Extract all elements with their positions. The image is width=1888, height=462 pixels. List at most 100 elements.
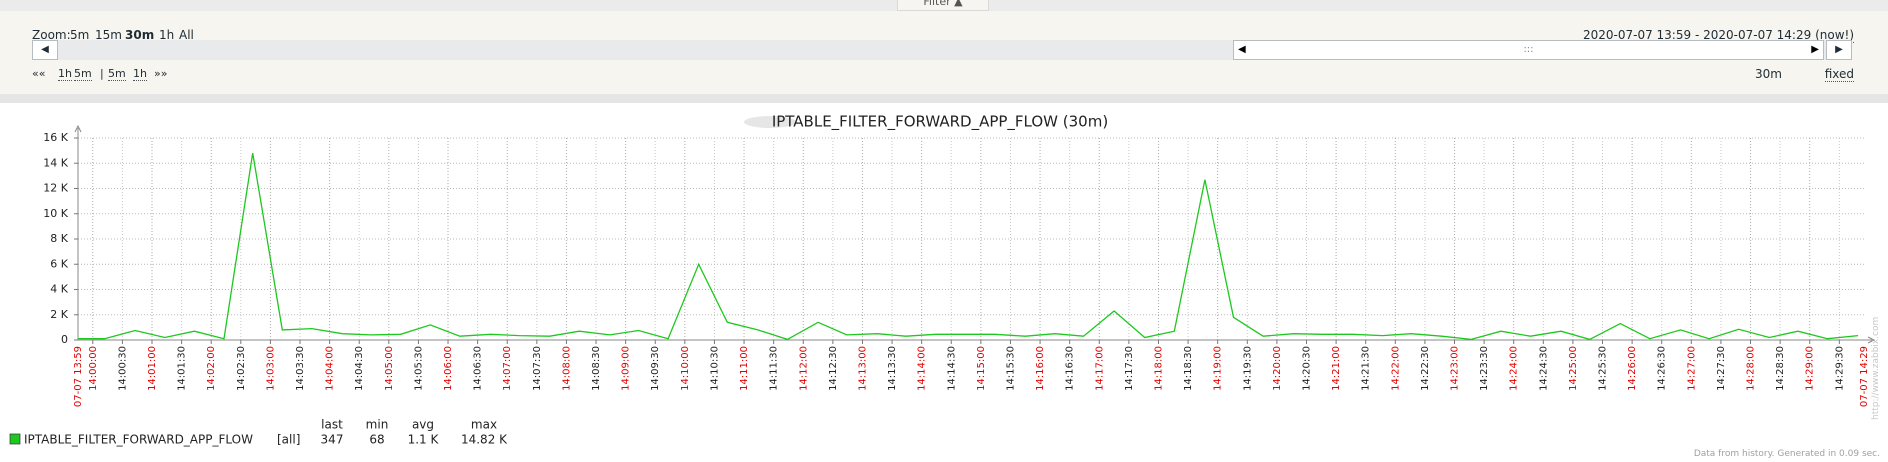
x-tick-label: 14:04:30	[354, 346, 365, 391]
x-tick-label: 14:20:30	[1301, 346, 1312, 391]
x-tick-label: 14:24:30	[1538, 346, 1549, 391]
range-sep: -	[1691, 28, 1704, 42]
range-now[interactable]: (now!)	[1815, 28, 1854, 43]
x-tick-label: 14:21:30	[1361, 346, 1372, 391]
y-tick-label: 12 K	[43, 182, 68, 195]
x-end-label: 07-07 13:59	[73, 346, 84, 407]
y-tick-label: 0	[61, 333, 68, 346]
x-tick-label: 14:25:30	[1598, 346, 1609, 391]
x-tick-label: 14:28:00	[1746, 346, 1757, 391]
x-tick-label: 14:17:00	[1094, 346, 1105, 391]
filter-panel: Filter ▲ Zoom: 5m 15m 30m 1h All 2020-07-07 …	[0, 0, 1888, 94]
x-tick-label: 14:15:00	[976, 346, 987, 391]
mode[interactable]: fixed	[1824, 67, 1854, 82]
x-tick-label: 14:29:00	[1805, 346, 1816, 391]
nav-link[interactable]: 5m	[74, 67, 92, 81]
x-tick-label: 14:12:00	[798, 346, 809, 391]
legend-stat: 14.82 K	[461, 433, 508, 447]
x-tick-label: 14:03:30	[295, 346, 306, 391]
x-tick-label: 14:22:00	[1390, 346, 1401, 391]
nav-link[interactable]: ««	[32, 67, 46, 80]
nav-link[interactable]: 1h	[58, 67, 72, 81]
legend-column: last	[321, 418, 343, 432]
time-range: 2020-07-07 13:59 - 2020-07-07 14:29 (now…	[1582, 28, 1854, 43]
legend-stat: 68	[369, 433, 384, 447]
nav-link[interactable]: 5m	[108, 67, 126, 81]
x-tick-label: 14:18:30	[1183, 346, 1194, 391]
separator	[0, 94, 1888, 103]
x-axis-arrow	[1867, 336, 1876, 344]
x-tick-label: 14:01:30	[177, 346, 188, 391]
x-tick-label: 14:16:30	[1065, 346, 1076, 391]
x-tick-label: 14:07:30	[532, 346, 543, 391]
x-tick-label: 14:11:30	[769, 346, 780, 391]
x-tick-label: 14:00:00	[88, 346, 99, 391]
x-tick-label: 14:01:00	[147, 346, 158, 391]
legend-column: max	[471, 418, 497, 432]
y-tick-label: 6 K	[50, 257, 68, 270]
x-tick-label: 14:07:00	[502, 346, 513, 391]
x-tick-label: 14:24:00	[1509, 346, 1520, 391]
x-tick-label: 14:19:30	[1242, 346, 1253, 391]
x-tick-label: 14:22:30	[1420, 346, 1431, 391]
scroll-left[interactable]: ◀	[32, 40, 58, 60]
nav-link[interactable]: »»	[154, 67, 168, 80]
x-tick-label: 14:26:00	[1627, 346, 1638, 391]
x-tick-label: 14:17:30	[1124, 346, 1135, 391]
x-end-label: 07-07 14:29	[1859, 346, 1870, 407]
legend-entry: IPTABLE_FILTER_FORWARD_APP_FLOW	[24, 433, 253, 447]
x-tick-label: 14:14:30	[946, 346, 957, 391]
y-tick-label: 8 K	[50, 232, 68, 245]
nav-link[interactable]: 1h	[133, 67, 147, 81]
filter-tab[interactable]: Filter ▲	[897, 0, 989, 11]
range-to[interactable]: 2020-07-07 14:29	[1703, 28, 1812, 43]
legend-stat: 347	[321, 433, 344, 447]
legend-stat: 1.1 K	[408, 433, 440, 447]
legend-function: [all]	[277, 433, 300, 447]
x-tick-label: 14:05:00	[384, 346, 395, 391]
x-tick-label: 14:10:00	[680, 346, 691, 391]
x-tick-label: 14:05:30	[413, 346, 424, 391]
x-tick-label: 14:06:00	[443, 346, 454, 391]
chart-title: IPTABLE_FILTER_FORWARD_APP_FLOW (30m)	[772, 113, 1108, 132]
period: 30m	[1755, 67, 1782, 81]
legend-swatch	[9, 433, 21, 445]
scroll-handle[interactable]: ◀ ▶:::	[1233, 40, 1824, 60]
y-tick-label: 16 K	[43, 131, 68, 144]
legend-column: avg	[412, 418, 434, 432]
x-tick-label: 14:13:30	[887, 346, 898, 391]
x-tick-label: 14:00:30	[117, 346, 128, 391]
x-tick-label: 14:10:30	[709, 346, 720, 391]
x-tick-label: 14:26:30	[1657, 346, 1668, 391]
y-tick-label: 4 K	[50, 283, 68, 296]
x-tick-label: 14:16:00	[1035, 346, 1046, 391]
x-tick-label: 14:19:00	[1213, 346, 1224, 391]
x-tick-label: 14:20:00	[1272, 346, 1283, 391]
x-tick-label: 14:29:30	[1834, 346, 1845, 391]
x-tick-label: 14:02:30	[236, 346, 247, 391]
x-tick-label: 14:27:00	[1686, 346, 1697, 391]
x-tick-label: 14:25:00	[1568, 346, 1579, 391]
y-tick-label: 10 K	[43, 207, 68, 220]
x-tick-label: 14:14:00	[917, 346, 928, 391]
y-axis-arrow	[74, 124, 82, 133]
x-tick-label: 14:09:30	[650, 346, 661, 391]
scroll-right[interactable]: ▶	[1826, 40, 1852, 60]
zoom-label: Zoom:	[32, 28, 71, 42]
x-tick-label: 14:27:30	[1716, 346, 1727, 391]
y-tick-label: 14 K	[43, 156, 68, 169]
x-tick-label: 14:12:30	[828, 346, 839, 391]
y-tick-label: 2 K	[50, 308, 68, 321]
x-tick-label: 14:09:00	[621, 346, 632, 391]
nav-link: |	[100, 67, 104, 80]
x-tick-label: 14:18:00	[1153, 346, 1164, 391]
x-tick-label: 14:28:30	[1775, 346, 1786, 391]
watermark: http://www.zabbix.com	[1871, 317, 1881, 420]
x-tick-label: 14:06:30	[473, 346, 484, 391]
x-tick-label: 14:08:00	[561, 346, 572, 391]
range-from[interactable]: 2020-07-07 13:59	[1582, 28, 1692, 43]
x-tick-label: 14:03:00	[265, 346, 276, 391]
x-tick-label: 14:08:30	[591, 346, 602, 391]
x-tick-label: 14:23:00	[1450, 346, 1461, 391]
